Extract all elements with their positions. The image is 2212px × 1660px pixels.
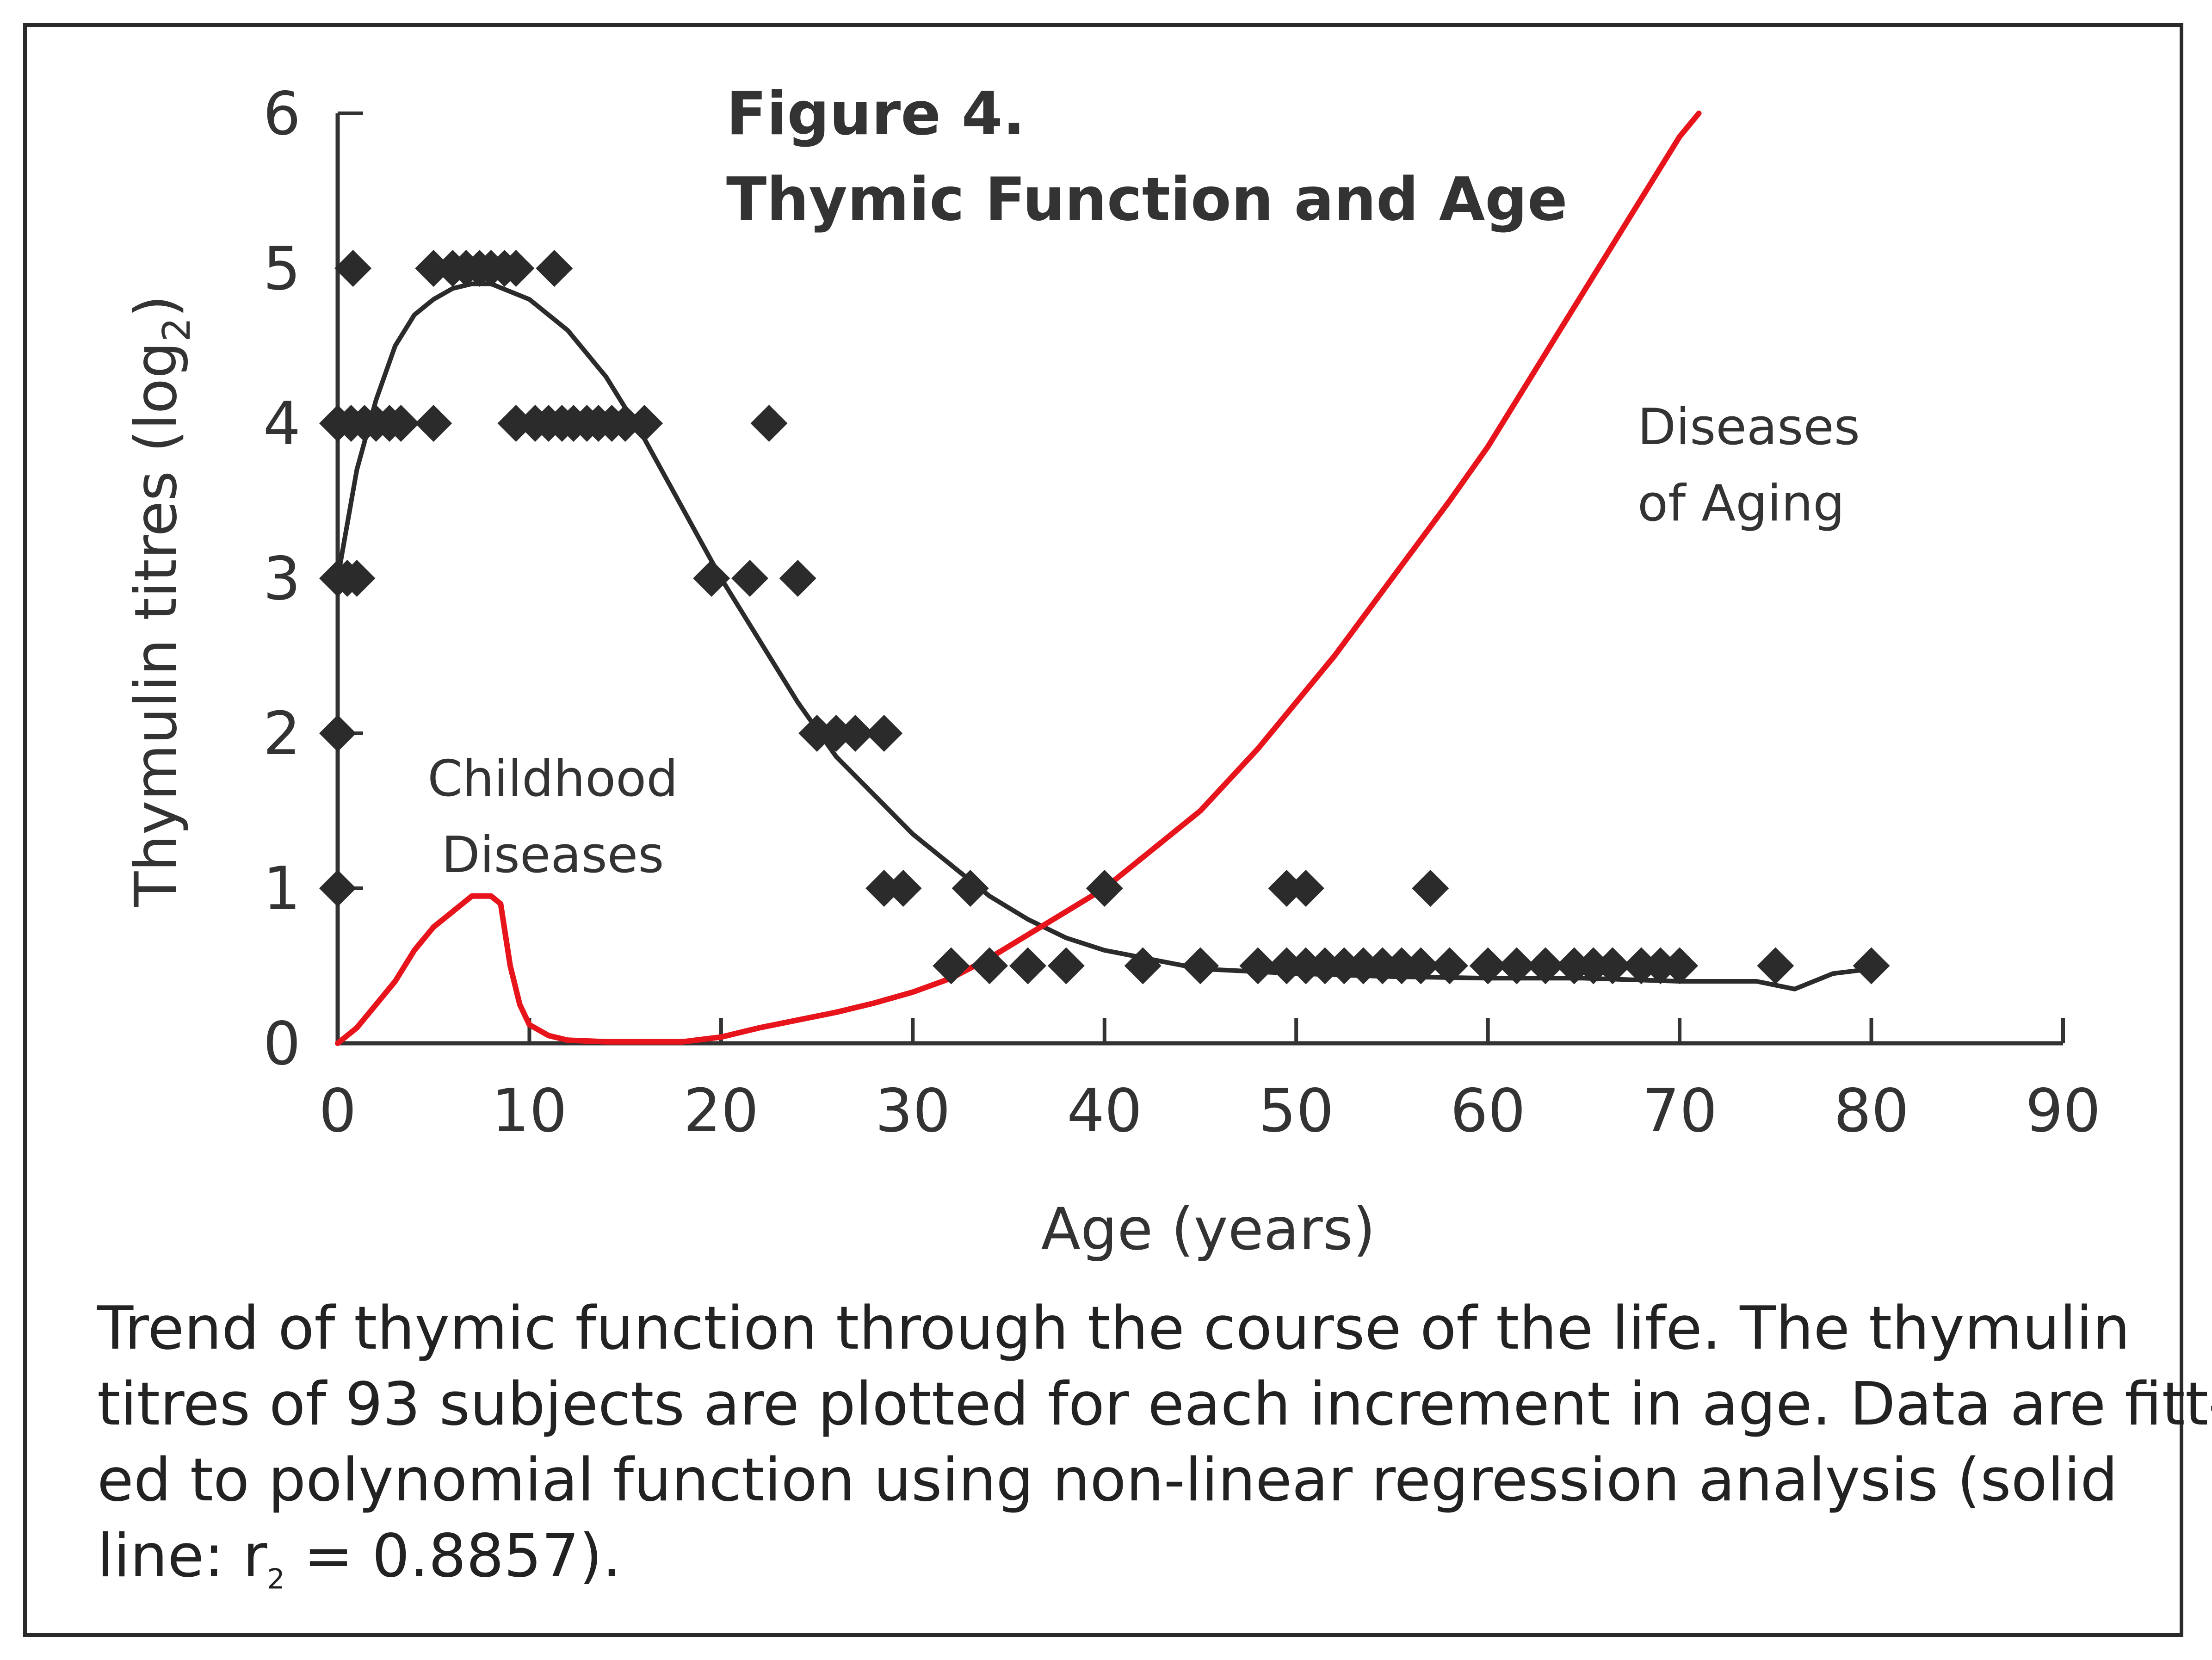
- y-tick-label-5: 5: [263, 235, 301, 304]
- data-point: [779, 560, 816, 597]
- data-point: [1287, 947, 1324, 985]
- data-point: [971, 947, 1008, 985]
- x-axis-label: Age (years): [1041, 1196, 1375, 1263]
- figure-frame: [23, 23, 2183, 1637]
- x-tick-label-20: 20: [683, 1077, 759, 1146]
- data-point: [952, 870, 989, 907]
- x-tick-label-90: 90: [2026, 1077, 2101, 1146]
- data-point: [1364, 947, 1401, 985]
- data-point: [1268, 947, 1305, 985]
- data-point: [319, 715, 356, 752]
- x-tick-label-40: 40: [1067, 1077, 1142, 1146]
- y-axis-label: Thymulin titres (log2): [123, 295, 199, 907]
- data-point: [750, 405, 788, 442]
- data-point: [497, 250, 535, 287]
- data-point: [1556, 947, 1593, 985]
- y-tick-label-1: 1: [263, 855, 301, 923]
- figure-caption: Trend of thymic function through the cou…: [97, 1291, 2212, 1617]
- data-point: [1402, 947, 1440, 985]
- data-point: [1239, 947, 1277, 985]
- caption-line-2: titres of 93 subjects are plotted for ea…: [97, 1370, 2212, 1439]
- data-point: [1086, 870, 1123, 907]
- x-tick-label-50: 50: [1259, 1077, 1334, 1146]
- data-point: [319, 870, 356, 907]
- caption-line-3: ed to polynomial function using non-line…: [97, 1446, 2118, 1515]
- axes: 0 10 20 30 40 50 60 70 80 90 0 1 2 3 4 5 6: [263, 80, 2101, 1146]
- data-point: [933, 947, 970, 985]
- data-point: [1623, 947, 1660, 985]
- data-point: [1047, 947, 1085, 985]
- x-tick-label-70: 70: [1642, 1077, 1718, 1146]
- data-point: [1661, 947, 1699, 985]
- data-point: [1345, 947, 1382, 985]
- caption-subscript: 2: [267, 1563, 285, 1596]
- y-tick-label-6: 6: [263, 80, 301, 149]
- data-point: [415, 405, 452, 442]
- caption-line-4-start: line: r: [97, 1522, 267, 1591]
- x-tick-label-30: 30: [875, 1077, 951, 1146]
- annotation-aging-line1: Diseases: [1637, 398, 1860, 456]
- data-point: [1182, 947, 1219, 985]
- data-point: [1431, 947, 1468, 985]
- data-point: [626, 405, 663, 442]
- data-point: [865, 870, 903, 907]
- data-point: [606, 405, 644, 442]
- y-tick-label-2: 2: [263, 700, 301, 768]
- data-point: [1383, 947, 1421, 985]
- data-point: [1575, 947, 1612, 985]
- data-point: [1306, 947, 1344, 985]
- data-point: [1594, 947, 1631, 985]
- data-point: [497, 405, 535, 442]
- caption-line-1: Trend of thymic function through the cou…: [97, 1294, 2130, 1363]
- data-point: [1757, 947, 1794, 985]
- x-tick-label-10: 10: [492, 1077, 567, 1146]
- data-point: [1268, 870, 1305, 907]
- data-points: [319, 250, 1890, 985]
- caption-line-4-end: = 0.8857).: [284, 1522, 621, 1591]
- data-point: [1853, 947, 1890, 985]
- data-point: [1469, 947, 1507, 985]
- data-point: [865, 715, 903, 752]
- figure-number: Figure 4.: [726, 80, 1025, 149]
- annotation-childhood-line2: Diseases: [441, 826, 664, 884]
- data-point: [884, 870, 922, 907]
- caption-line-4: line: r2 = 0.8857).: [97, 1518, 2151, 1617]
- data-point: [1287, 870, 1324, 907]
- data-point: [415, 250, 452, 287]
- data-point: [1527, 947, 1564, 985]
- annotation-childhood-line1: Childhood: [427, 750, 678, 808]
- chart-title: Thymic Function and Age: [726, 165, 1568, 234]
- data-point: [382, 405, 420, 442]
- y-tick-label-3: 3: [263, 545, 301, 613]
- x-tick-label-0: 0: [319, 1077, 356, 1146]
- data-point: [693, 560, 730, 597]
- data-point: [338, 560, 376, 597]
- y-tick-label-4: 4: [263, 390, 301, 458]
- data-point: [1642, 947, 1679, 985]
- data-point: [536, 250, 573, 287]
- disease-trend-line: [335, 111, 1702, 1046]
- data-point: [1498, 947, 1535, 985]
- data-point: [334, 250, 372, 287]
- data-point: [1009, 947, 1046, 985]
- x-tick-label-60: 60: [1450, 1077, 1526, 1146]
- y-tick-label-0: 0: [263, 1010, 301, 1078]
- data-point: [1124, 947, 1162, 985]
- data-point: [798, 715, 836, 752]
- data-point: [1412, 870, 1449, 907]
- data-point: [817, 715, 855, 752]
- data-point: [837, 715, 874, 752]
- annotation-aging-line2: of Aging: [1637, 475, 1845, 533]
- x-tick-label-80: 80: [1834, 1077, 1909, 1146]
- data-point: [731, 560, 769, 597]
- data-point: [1325, 947, 1363, 985]
